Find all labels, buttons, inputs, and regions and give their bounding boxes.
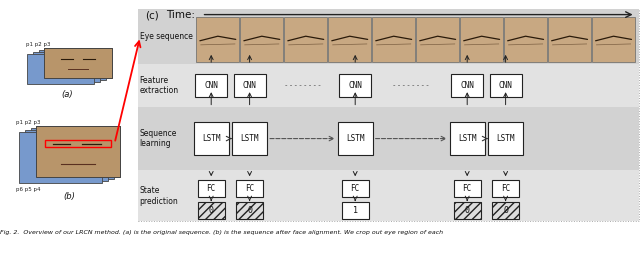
- Text: - - - - - - - -: - - - - - - - -: [285, 82, 320, 89]
- Text: FC: FC: [207, 184, 216, 193]
- Bar: [504, 17, 547, 62]
- Bar: [138, 64, 639, 107]
- Text: FC: FC: [351, 184, 360, 193]
- Bar: [138, 9, 639, 221]
- Bar: [45, 48, 111, 78]
- Text: - - - - - - - -: - - - - - - - -: [394, 82, 429, 89]
- Bar: [45, 48, 111, 78]
- Bar: [492, 202, 519, 219]
- Bar: [284, 17, 327, 62]
- Bar: [31, 128, 114, 179]
- Bar: [241, 17, 283, 62]
- Bar: [236, 180, 263, 197]
- Text: FC: FC: [501, 184, 510, 193]
- Text: LSTM: LSTM: [458, 134, 476, 143]
- Bar: [490, 74, 522, 97]
- Text: p1 p2 p3: p1 p2 p3: [26, 42, 51, 47]
- Bar: [36, 126, 120, 177]
- Bar: [417, 17, 459, 62]
- Bar: [460, 17, 503, 62]
- Text: CNN: CNN: [243, 81, 257, 90]
- Text: CNN: CNN: [499, 81, 513, 90]
- Text: FC: FC: [245, 184, 254, 193]
- Text: (a): (a): [61, 90, 73, 99]
- Bar: [372, 17, 415, 62]
- Bar: [492, 180, 519, 197]
- Bar: [234, 74, 266, 97]
- Bar: [198, 180, 225, 197]
- Bar: [36, 126, 120, 177]
- Bar: [33, 52, 100, 82]
- Bar: [342, 202, 369, 219]
- Bar: [328, 17, 371, 62]
- Text: (b): (b): [63, 192, 75, 201]
- Bar: [236, 202, 263, 219]
- Text: 0: 0: [503, 206, 508, 215]
- Bar: [25, 130, 108, 181]
- Bar: [138, 9, 639, 64]
- Bar: [28, 55, 95, 84]
- Text: State
prediction: State prediction: [140, 186, 179, 206]
- Bar: [193, 122, 229, 155]
- Bar: [342, 180, 369, 197]
- Bar: [19, 132, 102, 183]
- Text: Fig. 2.  Overview of our LRCN method. (a) is the original sequence. (b) is the s: Fig. 2. Overview of our LRCN method. (a)…: [0, 230, 443, 236]
- Bar: [339, 74, 371, 97]
- Bar: [138, 170, 639, 221]
- Bar: [454, 202, 481, 219]
- Text: Time:: Time:: [166, 10, 195, 20]
- Text: LSTM: LSTM: [202, 134, 220, 143]
- Bar: [196, 17, 239, 62]
- Bar: [338, 122, 373, 155]
- Text: FC: FC: [463, 184, 472, 193]
- Text: CNN: CNN: [204, 81, 218, 90]
- Text: CNN: CNN: [348, 81, 362, 90]
- Text: LSTM: LSTM: [497, 134, 515, 143]
- Text: 1: 1: [353, 206, 358, 215]
- Bar: [38, 50, 106, 80]
- Bar: [451, 74, 483, 97]
- Text: Eye sequence: Eye sequence: [140, 32, 193, 41]
- Bar: [45, 140, 111, 147]
- Bar: [232, 122, 268, 155]
- Text: Sequence
learning: Sequence learning: [140, 129, 177, 148]
- Text: p1 p2 p3: p1 p2 p3: [16, 120, 40, 125]
- Text: 0: 0: [209, 206, 214, 215]
- Bar: [450, 122, 485, 155]
- Text: LSTM: LSTM: [346, 134, 364, 143]
- Text: 0: 0: [465, 206, 470, 215]
- Bar: [548, 17, 591, 62]
- Text: (c): (c): [145, 10, 159, 20]
- Bar: [592, 17, 635, 62]
- Bar: [138, 107, 639, 170]
- Bar: [198, 202, 225, 219]
- Bar: [195, 74, 227, 97]
- Text: Feature
extraction: Feature extraction: [140, 76, 179, 95]
- Text: 0: 0: [247, 206, 252, 215]
- Text: CNN: CNN: [460, 81, 474, 90]
- Text: p6 p5 p4: p6 p5 p4: [16, 187, 40, 192]
- Bar: [454, 180, 481, 197]
- Text: LSTM: LSTM: [241, 134, 259, 143]
- Bar: [488, 122, 524, 155]
